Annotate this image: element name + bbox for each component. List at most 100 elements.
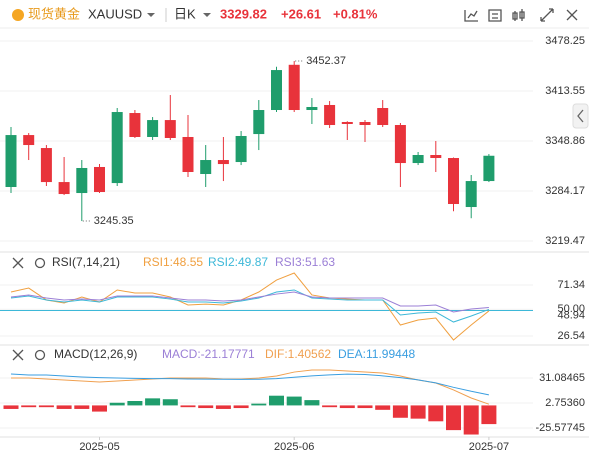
- histogram-bar: [162, 399, 178, 406]
- candle-style-icon[interactable]: [512, 9, 525, 21]
- candle-body: [324, 104, 336, 126]
- side-panel-toggle[interactable]: [572, 103, 589, 129]
- y-tick-label: 3284.17: [545, 185, 585, 197]
- price-change: +26.61: [281, 6, 321, 21]
- histogram-bar: [357, 405, 373, 409]
- histogram-bar: [392, 405, 408, 418]
- histogram-bar: [92, 405, 107, 412]
- legend-entry: DEA:11.99448: [338, 347, 415, 361]
- histogram-bar: [375, 405, 391, 410]
- legend-entry: RSI3:51.63: [275, 255, 335, 269]
- instrument-name[interactable]: 现货黄金: [28, 6, 80, 21]
- y-tick-label: 3348.86: [545, 135, 585, 147]
- annotation: 3452.37: [306, 55, 346, 67]
- histogram-bar: [446, 405, 461, 431]
- macd-title: MACD(12,26,9): [54, 347, 137, 361]
- y-tick-label: 3478.25: [545, 35, 585, 47]
- histogram-bar: [251, 403, 267, 406]
- hide-icon[interactable]: [12, 257, 24, 269]
- histogram-bar: [56, 405, 72, 409]
- settings-icon[interactable]: [488, 9, 502, 22]
- gear-icon[interactable]: [34, 257, 46, 269]
- legend-entry: RSI2:49.87: [208, 255, 268, 269]
- annotation: 3245.35: [94, 215, 134, 227]
- histogram-bar: [286, 396, 302, 406]
- candle-body: [76, 167, 88, 194]
- histogram-bar: [215, 405, 231, 409]
- candle-body: [58, 182, 70, 195]
- candle-body: [359, 121, 371, 126]
- candle-body: [40, 148, 52, 183]
- indicator-icon[interactable]: [464, 10, 478, 22]
- candle-body: [430, 155, 442, 159]
- legend-entry: MACD:-21.17771: [162, 347, 255, 361]
- candle-body: [94, 166, 105, 193]
- histogram-bar: [269, 395, 284, 406]
- gear-icon[interactable]: [34, 349, 46, 361]
- candle-body: [271, 70, 282, 111]
- candle-body: [129, 113, 141, 137]
- indicator-line: [11, 369, 490, 405]
- level-label: 48.94: [557, 309, 585, 321]
- y-tick-label: 3219.47: [545, 235, 585, 247]
- candle-body: [164, 120, 176, 138]
- y-tick-label: 31.08465: [539, 372, 585, 384]
- indicator-line: [10, 289, 490, 323]
- histogram-bar: [410, 405, 426, 419]
- x-tick-label: 2025-06: [274, 441, 314, 453]
- candle-body: [111, 112, 123, 184]
- candle-body: [182, 136, 194, 173]
- candle-body: [217, 160, 229, 165]
- candle-body: [235, 135, 247, 163]
- candle-body: [147, 120, 159, 137]
- legend-entry: RSI1:48.55: [143, 255, 203, 269]
- indicator-line: [10, 291, 489, 313]
- candle-body: [23, 135, 35, 146]
- hide-icon[interactable]: [12, 349, 24, 361]
- candle-body: [200, 160, 212, 175]
- indicator-line: [10, 373, 489, 396]
- histogram-bar: [198, 405, 214, 409]
- candle-body: [448, 158, 459, 205]
- histogram-bar: [463, 405, 479, 435]
- candle-body: [483, 155, 495, 182]
- y-tick-label: 2.75360: [545, 397, 585, 409]
- histogram-bar: [38, 405, 54, 408]
- x-tick-label: 2025-05: [79, 441, 119, 453]
- close-icon[interactable]: [566, 9, 578, 21]
- histogram-bar: [481, 405, 497, 425]
- x-tick-label: 2025-07: [469, 441, 509, 453]
- candle-body: [5, 135, 17, 188]
- rsi-title: RSI(7,14,21): [52, 255, 120, 269]
- candle-body: [377, 108, 389, 126]
- histogram-bar: [127, 401, 143, 406]
- symbol-dropdown[interactable]: [147, 13, 155, 17]
- histogram-bar: [428, 405, 444, 422]
- period[interactable]: 日K: [174, 6, 196, 21]
- candle-body: [394, 125, 406, 164]
- histogram-bar: [322, 405, 338, 408]
- y-tick-label: 26.54: [557, 330, 585, 342]
- expand-icon[interactable]: [540, 8, 554, 22]
- period-dropdown[interactable]: [203, 13, 211, 17]
- histogram-bar: [109, 402, 125, 406]
- histogram-bar: [3, 405, 19, 409]
- histogram-bar: [233, 405, 249, 409]
- histogram-bar: [74, 405, 90, 409]
- toggle-arrow: [577, 109, 584, 123]
- y-tick-label: 50.00: [557, 303, 585, 315]
- candle-body: [288, 64, 300, 111]
- histogram-bar: [339, 405, 355, 409]
- histogram-bar: [180, 405, 196, 408]
- candle-body: [465, 181, 477, 208]
- price-change-pct: +0.81%: [333, 6, 378, 21]
- instrument-symbol[interactable]: XAUUSD: [88, 6, 142, 21]
- y-tick-label: 71.34: [557, 279, 585, 291]
- candle-body: [412, 155, 424, 164]
- y-tick-label: -25.57745: [535, 422, 585, 434]
- candle-body: [253, 110, 265, 135]
- candle-body: [341, 121, 353, 125]
- histogram-bar: [21, 405, 37, 408]
- candle-body: [306, 106, 318, 111]
